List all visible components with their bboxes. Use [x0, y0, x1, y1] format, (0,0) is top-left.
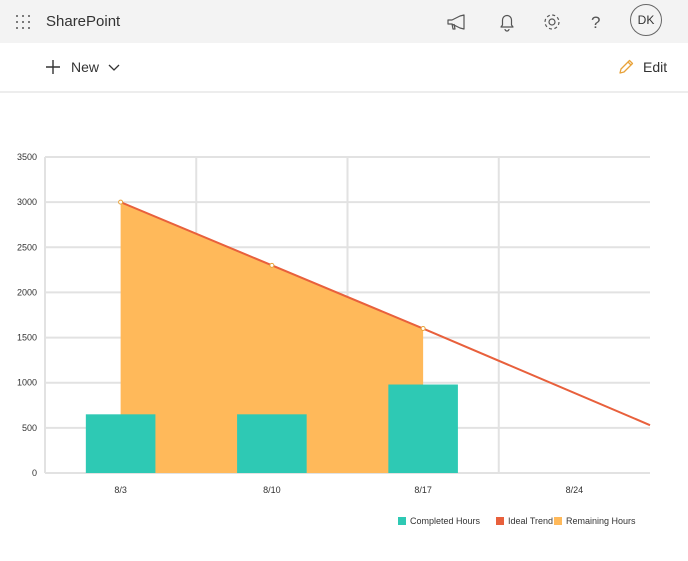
- x-tick-label: 8/17: [414, 485, 432, 495]
- user-avatar[interactable]: DK: [630, 4, 662, 36]
- command-bar: New Edit: [0, 43, 688, 93]
- completed-hours-bar: [237, 414, 307, 473]
- y-tick-label: 500: [22, 423, 37, 433]
- ideal-trend-point: [269, 262, 275, 268]
- waffle-dot: [16, 27, 18, 29]
- legend-label: Completed Hours: [410, 516, 481, 526]
- new-button[interactable]: New: [44, 56, 121, 78]
- ideal-trend-point: [118, 199, 124, 205]
- y-tick-label: 0: [32, 468, 37, 478]
- svg-text:?: ?: [591, 13, 600, 32]
- legend-label: Ideal Trend: [508, 516, 553, 526]
- waffle-dot: [22, 15, 24, 17]
- new-button-label: New: [71, 59, 100, 75]
- remaining-hours-area: [120, 202, 424, 473]
- completed-hours-bar: [388, 384, 458, 473]
- plus-icon: [46, 60, 60, 74]
- y-tick-label: 1500: [17, 333, 37, 343]
- legend-swatch: [496, 517, 504, 525]
- waffle-dot: [22, 27, 24, 29]
- ideal-trend-line: [120, 201, 651, 427]
- waffle-dot: [16, 15, 18, 17]
- gear-icon[interactable]: [541, 11, 563, 33]
- waffle-dot: [28, 27, 30, 29]
- y-tick-label: 2500: [17, 242, 37, 252]
- chevron-down-icon: [108, 64, 120, 71]
- y-tick-label: 1000: [17, 378, 37, 388]
- edit-button-label: Edit: [643, 59, 668, 75]
- y-tick-label: 3500: [17, 152, 37, 162]
- burndown-chart: 0 500 1000 1500 2000 2500 3000 3500 8/3 8/10 8/17 8…: [0, 100, 688, 556]
- completed-hours-bar: [85, 414, 156, 473]
- legend-swatch: [398, 517, 406, 525]
- waffle-dot: [28, 21, 30, 23]
- chart-svg: 0 500 1000 1500 2000 2500 3000 3500 8/3 8/10 8/17 8…: [17, 152, 651, 526]
- legend-swatch: [554, 517, 562, 525]
- pencil-icon: [619, 59, 634, 74]
- waffle-dot: [22, 21, 24, 23]
- y-tick-label: 3000: [17, 197, 37, 207]
- megaphone-icon[interactable]: [446, 11, 468, 33]
- help-icon[interactable]: ?: [586, 11, 608, 33]
- legend-label: Remaining Hours: [566, 516, 636, 526]
- x-tick-label: 8/3: [114, 485, 127, 495]
- brand-title[interactable]: SharePoint: [46, 13, 121, 30]
- waffle-dot: [16, 21, 18, 23]
- waffle-dot: [28, 15, 30, 17]
- app-launcher-icon[interactable]: [16, 15, 30, 29]
- edit-button[interactable]: Edit: [617, 56, 667, 78]
- x-tick-label: 8/10: [263, 485, 281, 495]
- bell-icon[interactable]: [496, 11, 518, 33]
- y-tick-label: 2000: [17, 287, 37, 297]
- x-tick-label: 8/24: [566, 485, 584, 495]
- ideal-trend-point: [420, 326, 426, 332]
- suite-bar: SharePoint ? DK: [0, 0, 688, 43]
